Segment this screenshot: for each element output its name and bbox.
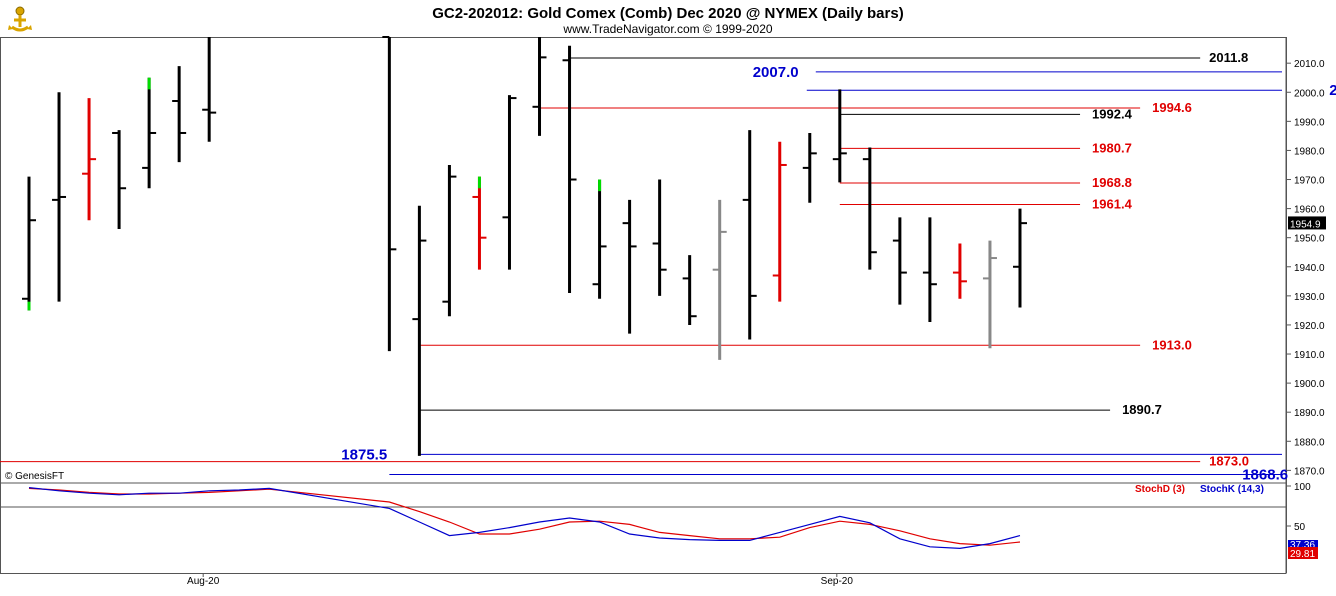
price-tick-label: 1890.0: [1294, 408, 1325, 419]
level-label: 1961.4: [1092, 197, 1133, 212]
price-tick-label: 1870.0: [1294, 466, 1325, 477]
genesis-logo-icon: [8, 6, 32, 32]
level-label: 2007.0: [753, 64, 799, 81]
chart-title: GC2-202012: Gold Comex (Comb) Dec 2020 @…: [432, 5, 903, 22]
stochd-value-box: [1288, 547, 1318, 559]
chart-frame: [0, 37, 1287, 574]
stoch-line: [28, 487, 1021, 550]
level-label: 1968.8: [1092, 175, 1132, 190]
price-tick-label: 1910.0: [1294, 350, 1325, 361]
price-tick-label: 1930.0: [1294, 292, 1325, 303]
price-tick-label: 2000.0: [1294, 88, 1325, 99]
copyright-label: © GenesisFT: [5, 471, 64, 482]
stoch-tick-label: 100: [1294, 482, 1311, 493]
stoch-legend: StochD (3): [1135, 484, 1185, 495]
date-tick-label: Aug-20: [187, 576, 220, 587]
level-label: 1890.7: [1122, 402, 1162, 417]
price-tick-label: 1980.0: [1294, 146, 1325, 157]
level-label: 2011.8: [1209, 50, 1248, 65]
price-levels: 2011.8 2007.0 2000.7 1994.6 1992.4 1980.7 1968…: [0, 50, 1336, 483]
price-tick-label: 1940.0: [1294, 263, 1325, 274]
price-tick-label: 1990.0: [1294, 117, 1325, 128]
stoch-tick-label: 50: [1294, 522, 1306, 533]
level-label: 1992.4: [1092, 106, 1133, 121]
last-price-label: 1954.9: [1290, 219, 1321, 230]
level-label: 1913.0: [1152, 337, 1192, 352]
level-label: 1980.7: [1092, 140, 1132, 155]
price-tick-label: 1970.0: [1294, 176, 1325, 187]
price-tick-label: 2010.0: [1294, 59, 1325, 70]
stoch-line: [28, 487, 1021, 546]
chart-subtitle: www.TradeNavigator.com © 1999-2020: [562, 22, 772, 36]
stochk-value: 37.36: [1290, 540, 1315, 551]
price-tick-label: 1920.0: [1294, 321, 1325, 332]
date-tick-label: Sep-20: [821, 576, 854, 587]
level-label: 1868.6: [1242, 466, 1288, 483]
last-price-box: [1288, 216, 1326, 230]
level-label: 1994.6: [1152, 100, 1192, 115]
price-bars: [22, 36, 1027, 456]
level-label: 1873.0: [1209, 454, 1249, 469]
level-label: 1875.5: [341, 446, 387, 463]
price-tick-label: 1960.0: [1294, 205, 1325, 216]
date-axis: Aug-20 Sep-20: [187, 573, 853, 587]
price-tick-label: 1900.0: [1294, 379, 1325, 390]
level-label: 2000.7: [1329, 82, 1336, 99]
stoch-legend: StochK (14,3): [1200, 484, 1264, 495]
price-axis: 2010.0 2000.0 1990.0 1980.0 1970.0 1960.0 1950…: [1286, 59, 1326, 477]
price-tick-label: 1880.0: [1294, 437, 1325, 448]
price-tick-label: 1950.0: [1294, 234, 1325, 245]
stochd-value: 29.81: [1290, 549, 1315, 560]
stochk-value-box: [1288, 540, 1318, 549]
